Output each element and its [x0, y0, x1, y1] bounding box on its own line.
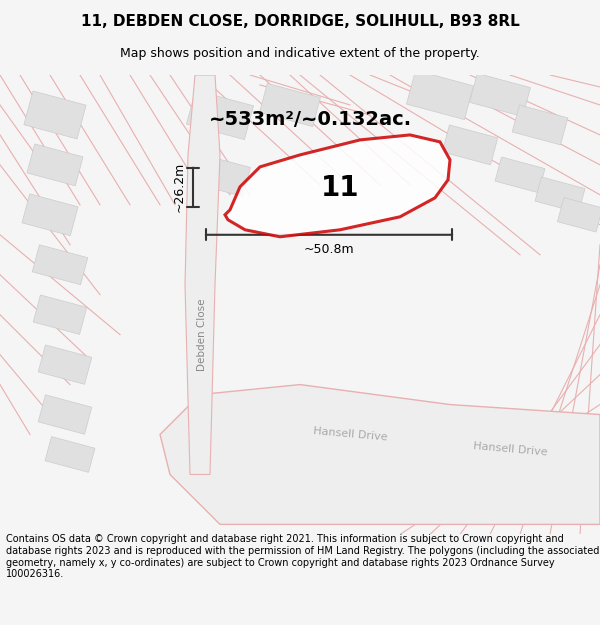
FancyBboxPatch shape [187, 90, 254, 139]
Text: Map shows position and indicative extent of the property.: Map shows position and indicative extent… [120, 48, 480, 61]
FancyBboxPatch shape [442, 125, 498, 165]
Polygon shape [160, 384, 600, 524]
FancyBboxPatch shape [190, 153, 250, 196]
FancyBboxPatch shape [557, 198, 600, 232]
Polygon shape [225, 135, 450, 237]
FancyBboxPatch shape [33, 295, 87, 334]
FancyBboxPatch shape [38, 345, 92, 384]
FancyBboxPatch shape [512, 105, 568, 145]
FancyBboxPatch shape [535, 177, 585, 212]
FancyBboxPatch shape [22, 194, 78, 236]
Text: Hansell Drive: Hansell Drive [472, 441, 548, 458]
Text: ~533m²/~0.132ac.: ~533m²/~0.132ac. [208, 111, 412, 129]
Text: ~26.2m: ~26.2m [173, 162, 186, 212]
Text: 11, DEBDEN CLOSE, DORRIDGE, SOLIHULL, B93 8RL: 11, DEBDEN CLOSE, DORRIDGE, SOLIHULL, B9… [80, 14, 520, 29]
Polygon shape [185, 75, 220, 474]
FancyBboxPatch shape [470, 73, 530, 116]
FancyBboxPatch shape [24, 91, 86, 139]
Text: Contains OS data © Crown copyright and database right 2021. This information is : Contains OS data © Crown copyright and d… [6, 534, 599, 579]
FancyBboxPatch shape [38, 395, 92, 434]
FancyBboxPatch shape [495, 157, 545, 192]
Text: 11: 11 [321, 174, 359, 202]
Text: Debden Close: Debden Close [197, 298, 207, 371]
FancyBboxPatch shape [406, 71, 473, 119]
Text: ~50.8m: ~50.8m [304, 243, 355, 256]
FancyBboxPatch shape [32, 245, 88, 285]
FancyBboxPatch shape [45, 437, 95, 472]
Text: Hansell Drive: Hansell Drive [313, 426, 388, 442]
FancyBboxPatch shape [27, 144, 83, 186]
FancyBboxPatch shape [260, 83, 320, 126]
